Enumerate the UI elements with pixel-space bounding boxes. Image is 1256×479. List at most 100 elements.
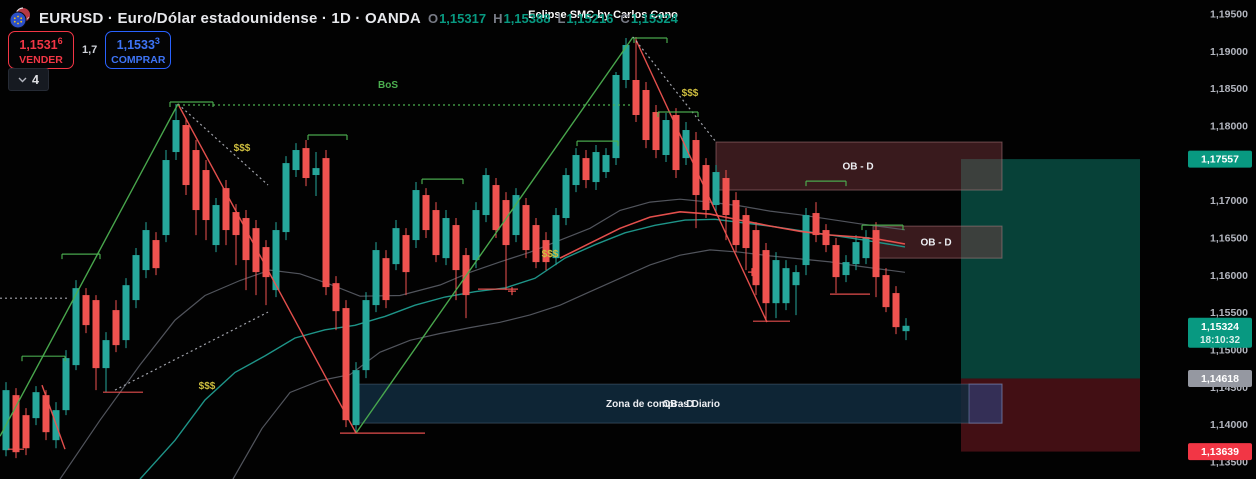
buy-button[interactable]: 1,15333 COMPRAR [105,31,172,69]
candle [102,332,110,393]
candle [372,242,380,313]
candle [692,132,700,229]
candle [462,248,470,319]
candle [732,192,740,253]
red-ma-line [559,210,906,259]
candle [512,188,520,243]
symbol-pair-icon[interactable] [8,6,32,30]
candle [452,218,460,301]
candle [122,278,130,349]
svg-text:BoS: BoS [378,80,398,91]
candle [542,232,550,271]
candle [202,160,210,241]
candle [762,243,770,321]
liquidity-labels-layer: $$$ $$$ $$$ $$$ [199,88,699,392]
candle [412,182,420,249]
candle [892,286,900,335]
candle [242,210,250,291]
candle [162,150,170,243]
candle [622,37,630,89]
candle [252,220,260,296]
svg-text:1,18000: 1,18000 [1210,120,1248,132]
candle [432,202,440,263]
candle [422,188,430,239]
ob-d-box-1 [715,141,1003,191]
candle [862,230,870,265]
chevron-down-icon [18,77,27,83]
candle [212,198,220,253]
candle [752,222,760,296]
candle [812,202,820,243]
candle [342,300,350,428]
candle [552,208,560,266]
candle [882,268,890,313]
candle [502,192,510,291]
candle [92,295,100,391]
candle [22,408,30,456]
spread-value: 1,7 [82,44,98,56]
candle [672,108,680,179]
ohlc-close: C 1,15324 [620,10,678,26]
svg-text:18:10:32: 18:10:32 [1200,335,1240,346]
trade-panel: 1,15316 VENDER 1,7 1,15333 COMPRAR [8,31,172,69]
zone-boxes-layer [356,141,1140,452]
svg-text:1,19000: 1,19000 [1210,46,1248,58]
svg-text:1,18500: 1,18500 [1210,83,1248,95]
candle [142,222,150,279]
svg-text:1,16500: 1,16500 [1210,232,1248,244]
candle [562,168,570,226]
candle [392,220,400,271]
candle [722,170,730,241]
price-axis[interactable]: 1,19500 1,19000 1,18500 1,18000 1,17000 1,165… [1188,9,1252,469]
candle [322,150,330,296]
svg-text:$$$: $$$ [199,381,216,392]
candle [902,318,910,341]
candle [152,232,160,276]
structure-lines-layer [0,36,768,450]
candle [662,112,670,163]
sell-button[interactable]: 1,15316 VENDER [8,31,74,69]
candle [532,218,540,269]
demand-zone-box [356,383,1003,424]
candle [442,210,450,266]
candle [782,260,790,311]
candle [842,255,850,283]
stop-price-badge: 1,13639 [1188,443,1252,461]
svg-text:1,19500: 1,19500 [1210,9,1248,21]
candle [642,82,650,149]
symbol-title[interactable]: EURUSD · Euro/Dólar estadounidense · 1D … [39,9,421,27]
candle [802,208,810,276]
candle [832,238,840,294]
svg-text:1,14000: 1,14000 [1210,419,1248,431]
candle [582,150,590,189]
candle [312,152,320,197]
eq-levels-layer [21,37,904,362]
candle [822,224,830,253]
candle [382,250,390,309]
candle [12,388,20,459]
svg-text:1,15500: 1,15500 [1210,307,1248,319]
candle-counter-dropdown[interactable]: 4 [8,68,49,91]
candle [592,145,600,191]
svg-text:1,13639: 1,13639 [1201,446,1239,458]
svg-text:1,17557: 1,17557 [1201,154,1239,166]
candle [132,248,140,309]
svg-text:1,15324: 1,15324 [1201,321,1239,333]
svg-text:$$$: $$$ [682,88,699,99]
candle [82,288,90,334]
indicator-bands [59,198,906,479]
candle [112,300,120,353]
svg-text:1,17000: 1,17000 [1210,195,1248,207]
target-price-badge: 1,17557 [1188,150,1252,168]
candle [652,105,660,159]
candle [192,140,200,236]
candle [492,178,500,239]
candle [872,222,880,298]
candle [572,148,580,193]
candle [772,252,780,319]
red-levels-layer [8,268,870,450]
current-price-badge: 1,15324 18:10:32 [1188,317,1252,348]
sell-button-label: VENDER [19,53,63,66]
candle [352,362,360,434]
